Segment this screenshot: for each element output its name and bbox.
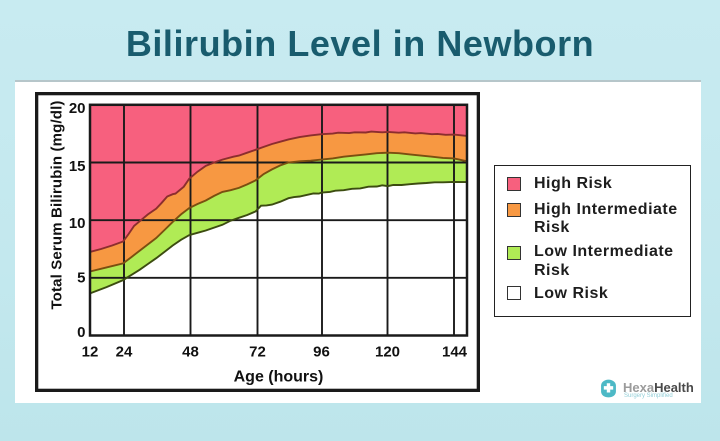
svg-text:0: 0 (77, 324, 85, 341)
svg-text:20: 20 (69, 100, 86, 117)
svg-text:144: 144 (442, 344, 468, 361)
svg-text:10: 10 (69, 215, 86, 232)
svg-text:Age (hours): Age (hours) (234, 369, 324, 386)
svg-text:120: 120 (375, 344, 400, 361)
svg-text:72: 72 (249, 344, 266, 361)
svg-text:12: 12 (82, 344, 99, 361)
svg-text:5: 5 (77, 269, 85, 286)
svg-text:96: 96 (313, 344, 330, 361)
svg-text:48: 48 (182, 344, 199, 361)
svg-text:24: 24 (116, 344, 133, 361)
svg-text:15: 15 (69, 158, 86, 175)
svg-text:Total Serum Bilirubin (mg/dl): Total Serum Bilirubin (mg/dl) (49, 100, 66, 309)
